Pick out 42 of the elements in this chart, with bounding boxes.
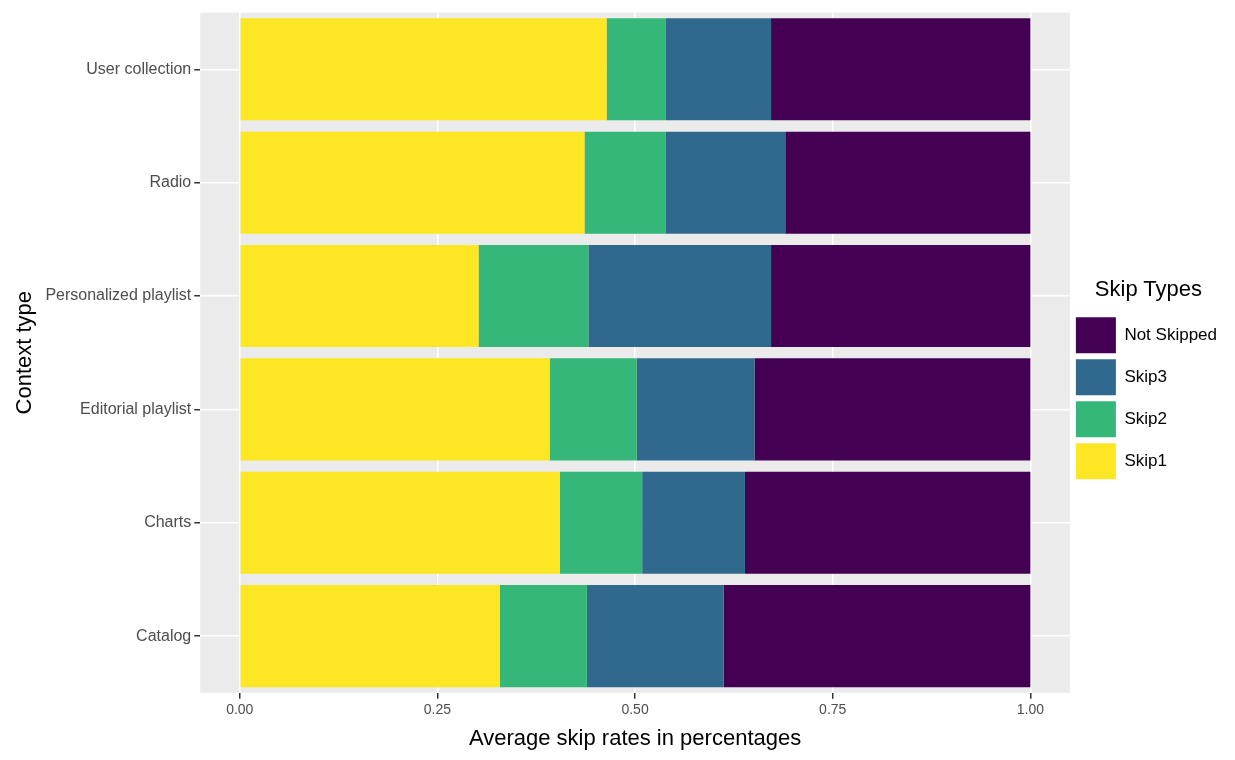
legend-label: Skip3 <box>1124 366 1167 386</box>
bar <box>771 18 1031 121</box>
bar <box>586 585 724 688</box>
bar <box>240 131 585 234</box>
x-tick-label: 0.00 <box>226 701 254 718</box>
y-tick-label: Personalized playlist <box>45 286 192 304</box>
y-tick-label: Radio <box>149 173 192 191</box>
x-tick-label: 0.50 <box>621 701 649 718</box>
bar <box>549 358 637 461</box>
x-tick-label: 1.00 <box>1016 701 1045 718</box>
y-tick-label: Editorial playlist <box>80 399 192 417</box>
bar <box>771 245 1031 348</box>
bar <box>744 471 1031 574</box>
bar <box>240 358 550 461</box>
bar <box>723 585 1031 688</box>
bar <box>606 18 666 121</box>
legend-label: Not Skipped <box>1124 324 1218 344</box>
bar <box>754 358 1031 461</box>
bar <box>559 471 643 574</box>
x-tick-label: 0.25 <box>423 701 452 718</box>
x-tick-label: 0.75 <box>819 701 847 718</box>
bar <box>240 585 500 688</box>
y-axis-title: Context type <box>11 290 37 415</box>
x-axis-title: Average skip rates in percentages <box>468 724 802 750</box>
bar <box>499 585 587 688</box>
y-tick-label: User collection <box>86 59 192 77</box>
bar <box>478 245 589 348</box>
legend-label: Skip2 <box>1124 408 1167 428</box>
bar <box>642 471 745 574</box>
bar <box>665 18 772 121</box>
y-tick-label: Charts <box>144 513 192 531</box>
legend-label: Skip1 <box>1124 450 1167 470</box>
bar <box>240 471 560 574</box>
bar <box>240 245 479 348</box>
bar <box>785 131 1031 234</box>
bar <box>588 245 772 348</box>
bar <box>584 131 666 234</box>
bar <box>240 18 607 121</box>
y-tick-label: Catalog <box>136 626 192 644</box>
bar <box>665 131 786 234</box>
bar <box>636 358 755 461</box>
legend-title: Skip Types <box>1094 275 1203 301</box>
